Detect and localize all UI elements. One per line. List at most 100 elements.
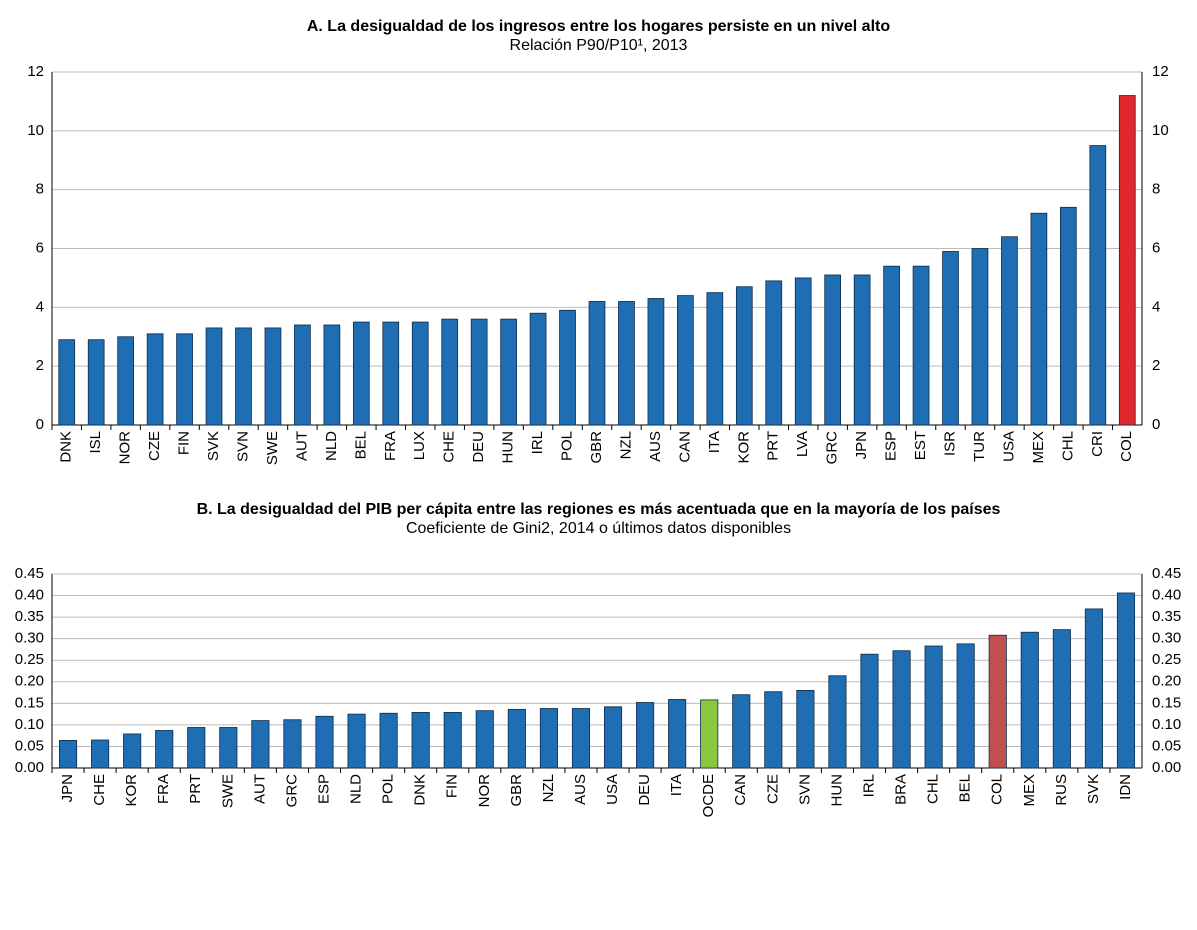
bar — [1084, 608, 1103, 769]
x-tick-label: MEX — [1030, 431, 1047, 464]
title-block: B. La desigualdad del PIB per cápita ent… — [0, 501, 1197, 538]
bar — [475, 710, 494, 769]
bar — [187, 727, 206, 769]
bar — [1089, 145, 1107, 426]
chart-title: B. La desigualdad del PIB per cápita ent… — [196, 501, 1001, 518]
bar — [764, 691, 783, 769]
bar — [706, 292, 724, 426]
bar — [1020, 631, 1039, 769]
x-tick-label: PRT — [765, 431, 782, 461]
bar — [924, 645, 943, 769]
x-tick-label: IRL — [529, 431, 546, 454]
bar — [411, 321, 429, 426]
chart-subtitle: Coeficiente de Gini2, 2014 o últimos dat… — [405, 520, 792, 537]
bar — [618, 301, 635, 426]
bar — [942, 251, 959, 426]
y2-tick-label: 6 — [1152, 239, 1160, 256]
bar — [146, 333, 164, 426]
bar — [853, 274, 871, 426]
y-tick-label: 0.15 — [15, 694, 44, 711]
bar — [735, 286, 753, 426]
y-tick-label: 6 — [36, 239, 44, 256]
bar — [588, 301, 606, 426]
x-tick-label: CAN — [732, 774, 749, 806]
chart: 0 0 2 2 4 4 6 6 8 8 10 10 12 12 DNK ISL NOR CZE FIN SVK SVN S… — [27, 63, 1169, 465]
bar — [382, 321, 400, 426]
x-tick-label: GRC — [824, 431, 841, 465]
x-tick-label: KOR — [123, 774, 140, 807]
bar — [235, 327, 252, 426]
bar — [892, 650, 911, 769]
bar — [603, 706, 623, 769]
x-tick-label: CHL — [1059, 431, 1076, 461]
chart-subtitle: Relación P90/P10¹, 2013 — [509, 37, 688, 54]
y-tick-label: 10 — [27, 122, 44, 139]
bar — [828, 675, 847, 769]
x-tick-label: RUS — [1053, 774, 1070, 806]
bar — [732, 694, 751, 769]
x-tick-label: SWE — [264, 431, 281, 465]
x-tick-label: ISL — [87, 431, 104, 454]
bar — [323, 324, 341, 426]
bar — [352, 321, 370, 426]
title-block: A. La desigualdad de los ingresos entre … — [0, 18, 1197, 55]
y2-tick-label: 4 — [1152, 298, 1160, 315]
bar — [700, 699, 719, 769]
bar — [971, 248, 989, 426]
y2-tick-label: 0.25 — [1152, 651, 1181, 668]
y2-tick-label: 0.45 — [1152, 565, 1181, 582]
x-tick-label: NOR — [117, 431, 134, 465]
x-tick-label: BEL — [957, 774, 974, 802]
bar — [507, 708, 526, 769]
x-tick-label: AUT — [251, 774, 268, 804]
y-tick-label: 0.40 — [15, 587, 44, 604]
bar — [1052, 629, 1071, 769]
x-tick-label: NZL — [540, 774, 557, 802]
x-tick-label: SVN — [796, 774, 813, 805]
x-tick-label: COL — [989, 774, 1006, 805]
x-tick-label: FIN — [176, 431, 193, 455]
x-tick-label: COL — [1118, 431, 1135, 462]
bar — [1118, 95, 1136, 426]
y2-tick-label: 0.10 — [1152, 716, 1181, 733]
bar — [123, 733, 142, 769]
bar — [58, 740, 78, 769]
x-tick-label: AUS — [572, 774, 589, 805]
x-tick-label: CRI — [1089, 431, 1106, 457]
x-tick-label: JPN — [59, 774, 76, 802]
bar — [912, 265, 930, 426]
x-tick-label: SVN — [234, 431, 251, 462]
y2-tick-label: 0 — [1152, 416, 1160, 433]
x-tick-label: DNK — [412, 774, 429, 806]
x-tick-label: CHE — [91, 774, 108, 806]
x-tick-label: HUN — [828, 774, 845, 807]
x-tick-label: BEL — [352, 431, 369, 459]
x-tick-label: NLD — [323, 431, 340, 461]
bar — [1116, 592, 1136, 769]
x-tick-label: POL — [380, 774, 397, 804]
x-tick-label: CZE — [764, 774, 781, 804]
bar — [824, 274, 842, 426]
bar — [794, 277, 812, 426]
bar — [883, 265, 900, 426]
x-tick-label: ESP — [315, 774, 332, 804]
x-tick-label: GRC — [283, 774, 300, 808]
y-tick-label: 0.05 — [15, 737, 44, 754]
x-tick-label: LUX — [411, 431, 428, 460]
bar — [58, 339, 76, 426]
x-tick-label: NZL — [617, 431, 634, 459]
x-tick-label: USA — [1000, 431, 1017, 462]
x-tick-label: HUN — [500, 431, 517, 464]
bar — [636, 702, 655, 769]
y2-tick-label: 10 — [1152, 122, 1169, 139]
bar — [117, 336, 135, 426]
x-tick-label: FIN — [444, 774, 461, 798]
bar — [443, 711, 462, 769]
y2-tick-label: 0.35 — [1152, 608, 1181, 625]
bar — [956, 643, 975, 769]
x-tick-label: AUS — [647, 431, 664, 462]
bar — [87, 339, 105, 426]
x-tick-label: EST — [912, 431, 929, 460]
bar — [264, 327, 282, 426]
